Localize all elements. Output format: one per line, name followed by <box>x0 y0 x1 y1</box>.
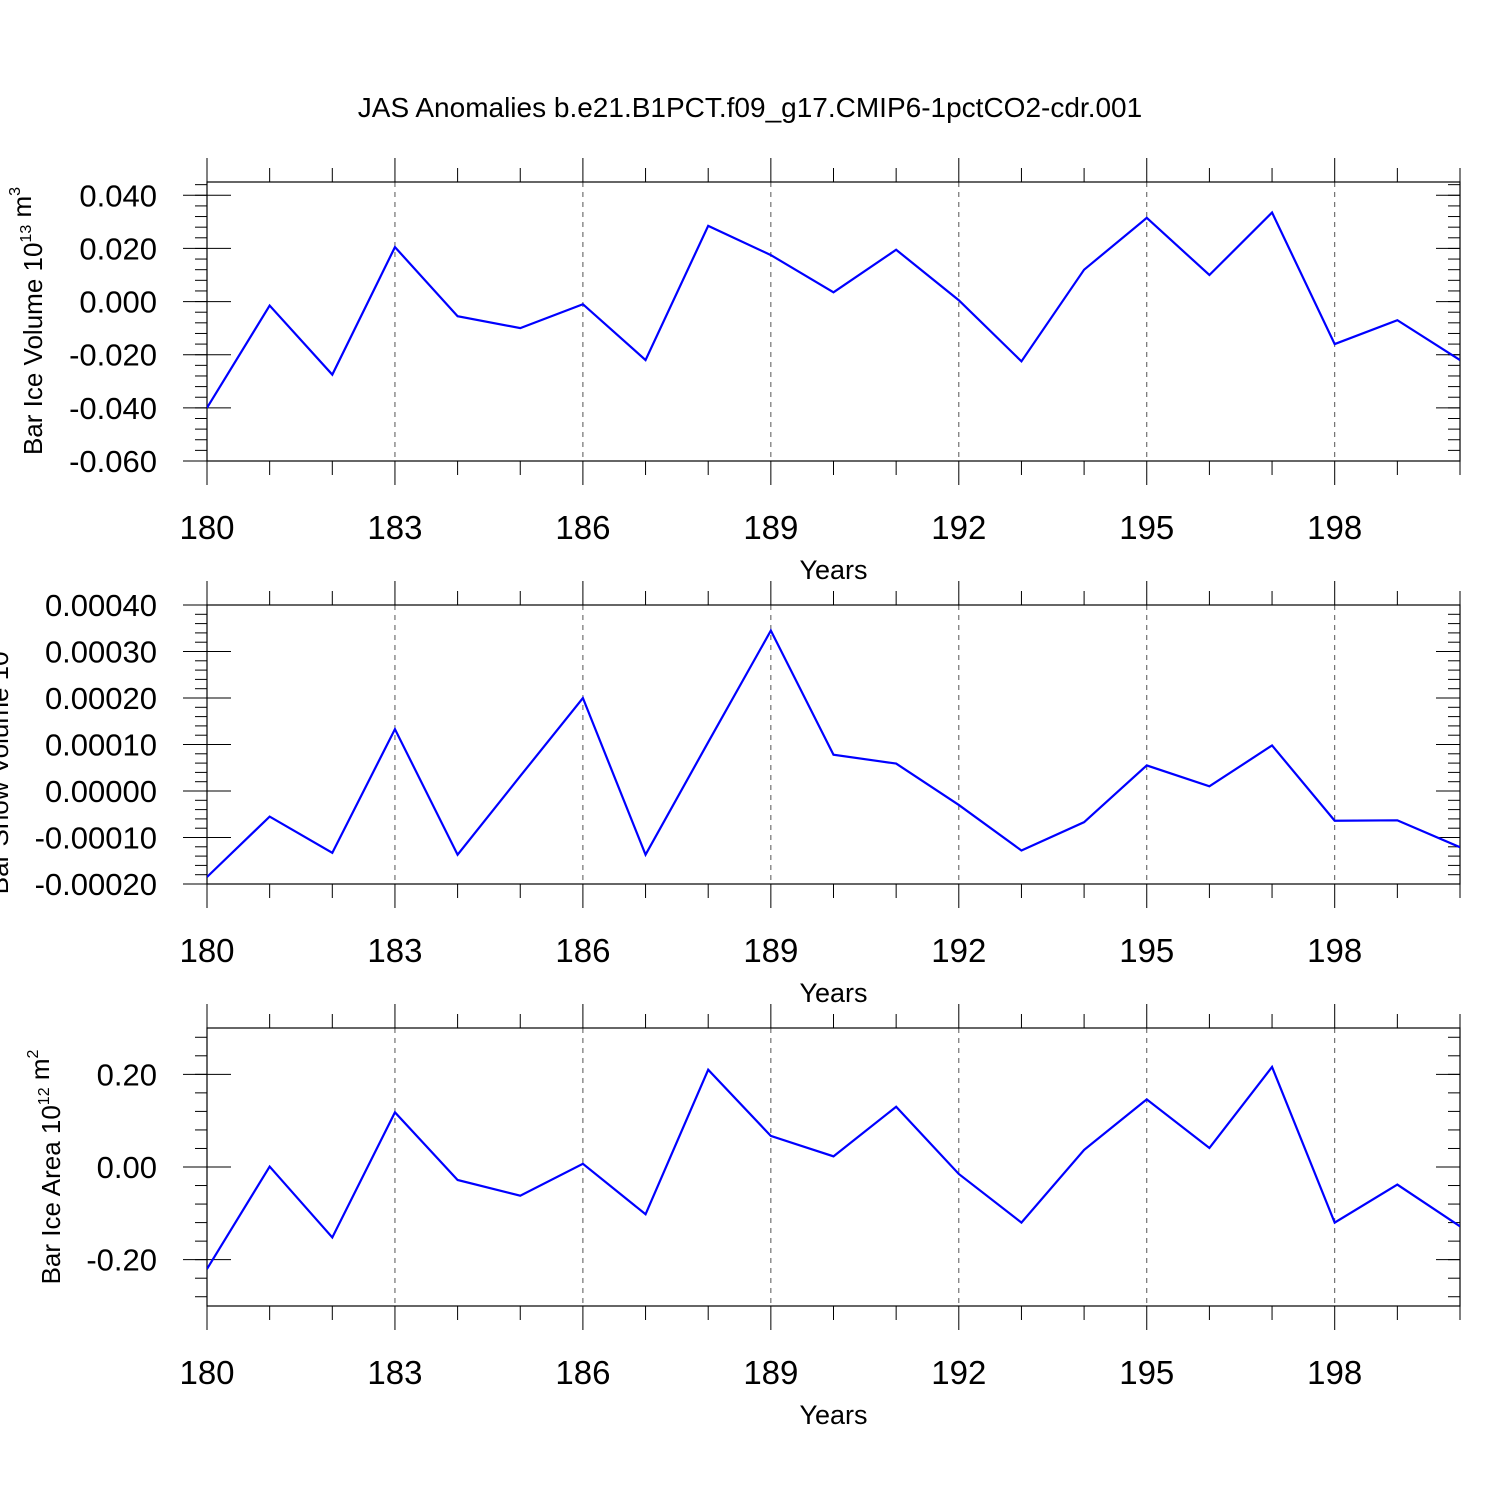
y-axis-label-part: Bar Ice Area 10 <box>36 1105 66 1284</box>
y-tick-label: 0.000 <box>79 285 157 320</box>
x-tick-label: 186 <box>555 932 610 969</box>
x-tick-label: 189 <box>743 509 798 546</box>
y-tick-label: 0.040 <box>79 178 157 213</box>
x-tick-label: 192 <box>931 932 986 969</box>
y-tick-label: 0.00030 <box>45 635 157 670</box>
x-tick-label: 183 <box>367 509 422 546</box>
y-tick-label: -0.00020 <box>35 867 157 902</box>
y-axis-label-exponent: 2 <box>25 1049 42 1058</box>
y-axis-label: Bar Snow Volume 1013 m3 <box>0 596 14 895</box>
y-axis-label-part: m <box>25 1058 55 1087</box>
y-tick-label: 0.00020 <box>45 681 157 716</box>
plot-frame <box>206 181 1461 462</box>
x-tick-label: 183 <box>367 1354 422 1391</box>
x-tick-label: 186 <box>555 1354 610 1391</box>
y-tick-label: 0.020 <box>79 231 157 266</box>
y-tick-label: -0.00010 <box>35 821 157 856</box>
x-axis-label: Years <box>799 555 867 585</box>
x-tick-label: 183 <box>367 932 422 969</box>
y-tick-label: 0.00 <box>97 1150 157 1185</box>
y-axis-label-part: m <box>7 196 37 225</box>
x-tick-label: 198 <box>1307 509 1362 546</box>
x-tick-label: 198 <box>1307 1354 1362 1391</box>
x-tick-label: 189 <box>743 932 798 969</box>
x-tick-label: 180 <box>179 1354 234 1391</box>
x-tick-label: 195 <box>1119 1354 1174 1391</box>
x-tick-label: 192 <box>931 509 986 546</box>
x-tick-label: 195 <box>1119 509 1174 546</box>
y-tick-label: -0.20 <box>86 1243 157 1278</box>
y-axis-label: Bar Ice Volume 1013 m3 <box>7 187 48 455</box>
plot-frame <box>206 604 1461 885</box>
y-axis-label-exponent: 12 <box>36 1087 53 1105</box>
x-tick-label: 198 <box>1307 932 1362 969</box>
y-axis-label-exponent: 13 <box>0 633 1 651</box>
y-tick-label: -0.040 <box>69 391 157 426</box>
y-tick-label: 0.00010 <box>45 728 157 763</box>
y-tick-label: 0.20 <box>97 1057 157 1092</box>
y-axis-label: Bar Ice Area 1012 m2 <box>25 1049 66 1284</box>
y-axis-label-exponent: 13 <box>18 225 35 243</box>
panel-3: -0.20 0.00 0.20 180 183 186 189 192 195 198 Years B… <box>25 1004 1461 1430</box>
x-axis-label: Years <box>799 978 867 1008</box>
y-axis-label-exponent: 3 <box>7 187 24 196</box>
y-axis-label-part: Bar Snow Volume 10 <box>0 651 14 894</box>
panel-2: -0.00020 -0.00010 0.00000 0.00010 0.00020 0.0… <box>0 581 1461 1008</box>
x-tick-label: 192 <box>931 1354 986 1391</box>
chart-title: JAS Anomalies b.e21.B1PCT.f09_g17.CMIP6-… <box>357 92 1143 123</box>
x-tick-label: 189 <box>743 1354 798 1391</box>
y-tick-label: -0.020 <box>69 338 157 373</box>
y-axis-label-part: Bar Ice Volume 10 <box>18 243 48 455</box>
x-tick-label: 195 <box>1119 932 1174 969</box>
x-tick-label: 180 <box>179 509 234 546</box>
x-axis-label: Years <box>799 1400 867 1430</box>
plot-frame <box>206 1027 1461 1307</box>
y-tick-label: 0.00000 <box>45 774 157 809</box>
x-tick-label: 186 <box>555 509 610 546</box>
series-line <box>207 210 1460 409</box>
y-tick-label: -0.060 <box>69 444 157 479</box>
x-tick-label: 180 <box>179 932 234 969</box>
panel-1: -0.060 -0.040 -0.020 0.000 0.020 0.040 180 183 1… <box>7 158 1461 585</box>
y-axis-label-part: m <box>0 605 3 634</box>
y-tick-label: 0.00040 <box>45 588 157 623</box>
